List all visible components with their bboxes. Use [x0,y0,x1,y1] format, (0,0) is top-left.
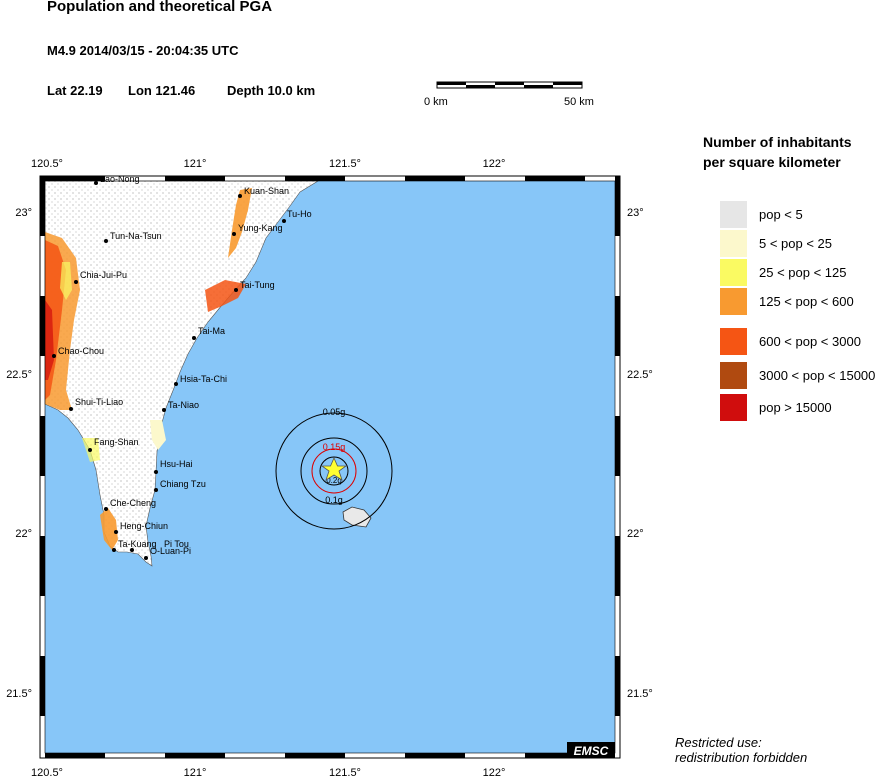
event-info: M4.9 2014/03/15 - 20:04:35 UTC [47,43,239,58]
place-label: Tai-Ma [198,326,225,336]
place-label: Lao-Nong [100,174,140,184]
map-title: Population and theoretical PGA [47,0,273,15]
epicenter-star-icon [320,457,348,481]
legend-swatch [720,327,747,355]
pga-contour-0.15g [311,448,357,494]
emsc-badge: EMSC [574,744,609,758]
legend-label: 5 < pop < 25 [759,235,833,251]
pga-label-0.15g: 0.15g [323,442,346,452]
place-label: O-Luan-Pi [150,546,191,556]
legend-item: pop > 15000 [720,393,832,421]
scale-bar [436,81,583,89]
y-tick-left: 22.5° [6,369,32,381]
population-patches [45,188,252,550]
place-label: Shui-Ti-Liao [75,397,123,407]
scale-start-label: 0 km [424,96,448,108]
x-tick-top: 121° [184,158,207,170]
pga-label-0.2g: 0.2g [326,476,342,485]
pga-contours [275,412,393,530]
legend-label: 600 < pop < 3000 [759,333,861,349]
restricted-line1: Restricted use: [675,735,762,750]
land-taiwan [44,180,320,567]
pga-label-0.1g: 0.1g [325,495,343,505]
legend-label: 3000 < pop < 15000 [759,367,876,383]
pga-contour-0.05g [275,412,393,530]
place-label: Ta-Niao [168,400,199,410]
land-island [342,506,372,528]
legend-swatch [720,229,747,257]
legend-item: pop < 5 [720,200,803,228]
legend-item: 125 < pop < 600 [720,287,854,315]
legend-label: pop > 15000 [759,399,832,415]
legend-swatch [720,393,747,421]
x-tick-bottom: 122° [483,767,506,779]
x-tick-top: 122° [483,158,506,170]
x-tick-top: 120.5° [31,158,63,170]
town-markers: Lao-Nong Kuan-Shan Tu-Ho Yung-Kang Tun-N… [52,174,312,560]
y-tick-right: 21.5° [627,688,653,700]
axis-labels: 120.5° 121° 121.5° 122° 120.5° 121° 121.… [6,158,653,779]
y-tick-left: 21.5° [6,688,32,700]
pga-contour-0.2g [319,456,349,486]
restricted-use-note: Restricted use: redistribution forbidden [675,735,807,765]
legend-swatch [720,287,747,315]
legend-title-line1: Number of inhabitants [703,134,852,150]
y-tick-right: 22.5° [627,369,653,381]
place-label: Chiang Tzu [160,479,206,489]
x-tick-bottom: 121° [184,767,207,779]
restricted-line2: redistribution forbidden [675,750,808,765]
place-label: Tun-Na-Tsun [110,231,162,241]
latitude: Lat 22.19 [47,83,103,98]
place-label: Hsu-Hai [160,459,193,469]
emsc-badge-bg [567,742,615,758]
place-label: Pi Tou [164,539,189,549]
legend-title: Number of inhabitants per square kilomet… [703,132,852,172]
legend-item: 3000 < pop < 15000 [720,361,875,389]
scale-end-label: 50 km [564,96,594,108]
place-label: Yung-Kang [238,223,283,233]
legend-item: 600 < pop < 3000 [720,327,861,355]
x-tick-top: 121.5° [329,158,361,170]
legend-swatch [720,258,747,286]
legend-label: 125 < pop < 600 [759,293,854,309]
x-tick-bottom: 121.5° [329,767,361,779]
place-label: Chao-Chou [58,346,104,356]
legend-item: 25 < pop < 125 [720,258,846,286]
place-label: Chia-Jui-Pu [80,270,127,280]
place-label: Hsia-Ta-Chi [180,374,227,384]
y-tick-right: 23° [627,207,644,219]
legend-swatch [720,200,747,228]
pga-contour-0.1g [300,437,368,505]
y-tick-left: 23° [15,207,32,219]
y-tick-left: 22° [15,528,32,540]
legend-label: pop < 5 [759,206,803,222]
legend-label: 25 < pop < 125 [759,264,847,280]
longitude: Lon 121.46 [128,83,196,98]
depth: Depth 10.0 km [227,83,316,98]
place-label: Heng-Chiun [120,521,168,531]
place-label: Tu-Ho [287,209,312,219]
place-label: Tai-Tung [240,280,275,290]
place-label: Kuan-Shan [244,186,289,196]
x-tick-bottom: 120.5° [31,767,63,779]
y-tick-right: 22° [627,528,644,540]
pga-label-0.05g: 0.05g [323,407,346,417]
place-label: Fang-Shan [94,437,139,447]
legend-item: 5 < pop < 25 [720,229,832,257]
legend-swatch [720,361,747,389]
map-frame-ticks [40,176,620,758]
place-label: Che-Cheng [110,498,156,508]
place-label: Ta-Kuang [118,539,157,549]
legend-title-line2: per square kilometer [703,154,841,170]
